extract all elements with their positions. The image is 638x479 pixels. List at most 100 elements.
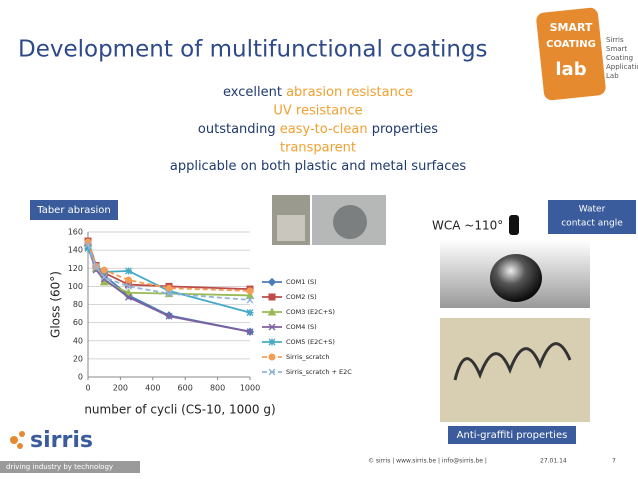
marker <box>267 277 277 287</box>
legend-label: COM1 (S) <box>286 278 317 286</box>
marker <box>125 282 132 290</box>
bullet-part: outstanding <box>198 122 280 137</box>
marker <box>125 276 132 284</box>
legend-label: Sirris_scratch + E2C <box>286 368 352 376</box>
footer-contact: © sirris | www.sirris.be | info@sirris.b… <box>368 458 487 465</box>
x-tick-label: 0 <box>85 384 90 393</box>
marker <box>165 284 173 292</box>
marker <box>100 266 108 274</box>
tagline-bar <box>0 461 140 473</box>
legend-label: COM3 (E2C+S) <box>286 308 335 316</box>
bullet-part: easy-to-clean <box>280 122 368 137</box>
smart-coating-logo: SMART COATING lab Sirris Smart Coating A… <box>536 7 638 101</box>
bullet-part: excellent <box>223 85 286 100</box>
marker <box>268 353 276 361</box>
chart: 0 20 40 60 80 100 120 140 160 0 200 400 600 800 1000 Gl… <box>49 228 353 417</box>
marker <box>84 244 92 252</box>
marker <box>100 275 108 283</box>
y-tick-label: 140 <box>68 246 83 255</box>
y-tick-label: 80 <box>73 300 83 309</box>
marker <box>165 290 173 298</box>
logo-word: SMART <box>550 21 593 34</box>
label-box <box>448 426 576 444</box>
bullet-line: transparent <box>280 140 356 155</box>
x-tick-label: 200 <box>113 384 128 393</box>
marker <box>125 267 132 275</box>
marker <box>246 287 254 295</box>
logo-caption: Coating <box>606 54 633 62</box>
graffiti-stroke <box>453 342 572 381</box>
icon <box>509 215 519 235</box>
logo-dot <box>10 436 18 444</box>
legend-label: COM2 (S) <box>286 293 317 301</box>
taber-photos <box>272 195 386 245</box>
y-tick-label: 60 <box>73 318 83 327</box>
marker <box>100 273 108 281</box>
marker <box>245 290 255 299</box>
bullet-line: outstanding easy-to-clean properties <box>198 122 438 137</box>
taber-label: Taber abrasion <box>36 205 111 216</box>
marker <box>92 263 100 271</box>
marker <box>246 296 254 304</box>
x-axis-label: number of cycli (CS-10, 1000 g) <box>84 403 275 417</box>
footer-date: 27.01.14 <box>540 458 567 465</box>
legend-label: COM4 (S) <box>286 323 317 331</box>
graffiti-label: Anti-graffiti properties <box>457 430 568 441</box>
marker <box>268 338 276 346</box>
marker <box>268 323 276 331</box>
label-box <box>548 200 636 234</box>
x-tick-label: 800 <box>210 384 225 393</box>
marker <box>246 309 254 317</box>
photo-detail <box>333 205 367 239</box>
marker <box>125 293 132 301</box>
logo-caption: Sirris <box>606 36 624 44</box>
series-line <box>87 241 251 292</box>
logo-word: lab <box>555 59 586 80</box>
marker <box>268 368 276 376</box>
x-tick-label: 600 <box>178 384 193 393</box>
y-tick-label: 160 <box>68 228 83 237</box>
bullet-part: applicable on both plastic and metal sur… <box>170 159 466 174</box>
marker <box>267 307 277 316</box>
bullet-part: abrasion resistance <box>286 85 413 100</box>
bullet-line: excellent abrasion resistance <box>223 85 413 100</box>
label-box <box>30 200 118 220</box>
y-tick-label: 120 <box>68 264 83 273</box>
legend-label: Sirris_scratch <box>286 353 329 361</box>
marker <box>84 241 92 249</box>
bullet-part: transparent <box>280 140 356 155</box>
logo-caption: Lab <box>606 72 619 80</box>
tagline: driving industry by technology <box>6 463 113 471</box>
logo-caption: Application <box>606 63 638 71</box>
legend-label: COM5 (E2C+S) <box>286 338 335 346</box>
logo-dot <box>19 431 25 437</box>
slide-title: Development of multifunctional coatings <box>18 37 488 63</box>
bullet-part: UV resistance <box>273 103 362 118</box>
wca-label: WCA ~110° <box>432 219 503 233</box>
brand: sirris <box>30 428 93 453</box>
y-tick-label: 20 <box>73 354 83 363</box>
bullet-line: applicable on both plastic and metal sur… <box>170 159 466 174</box>
y-axis-label: Gloss (60°) <box>49 271 63 338</box>
bullet-part: properties <box>368 122 439 137</box>
x-tick-label: 1000 <box>240 384 260 393</box>
y-tick-label: 100 <box>68 282 83 291</box>
bullet-list: excellent abrasion resistance UV resistan… <box>170 85 466 174</box>
x-tick-label: 400 <box>145 384 160 393</box>
bullet-line: UV resistance <box>273 103 362 118</box>
marker <box>124 288 133 297</box>
marker <box>165 312 173 320</box>
logo-caption: Smart <box>606 45 627 53</box>
logo-dot <box>17 443 23 449</box>
graffiti-photo <box>440 318 590 422</box>
marker <box>268 293 276 301</box>
footer: sirris driving industry by technology © … <box>0 428 616 473</box>
y-tick-label: 40 <box>73 336 83 345</box>
logo-badge <box>536 7 606 101</box>
water-label: contact angle <box>561 219 623 229</box>
page-number: 7 <box>612 458 616 465</box>
photo-detail <box>277 215 305 241</box>
y-tick-label: 0 <box>78 373 83 382</box>
water-label: Water <box>579 205 606 215</box>
